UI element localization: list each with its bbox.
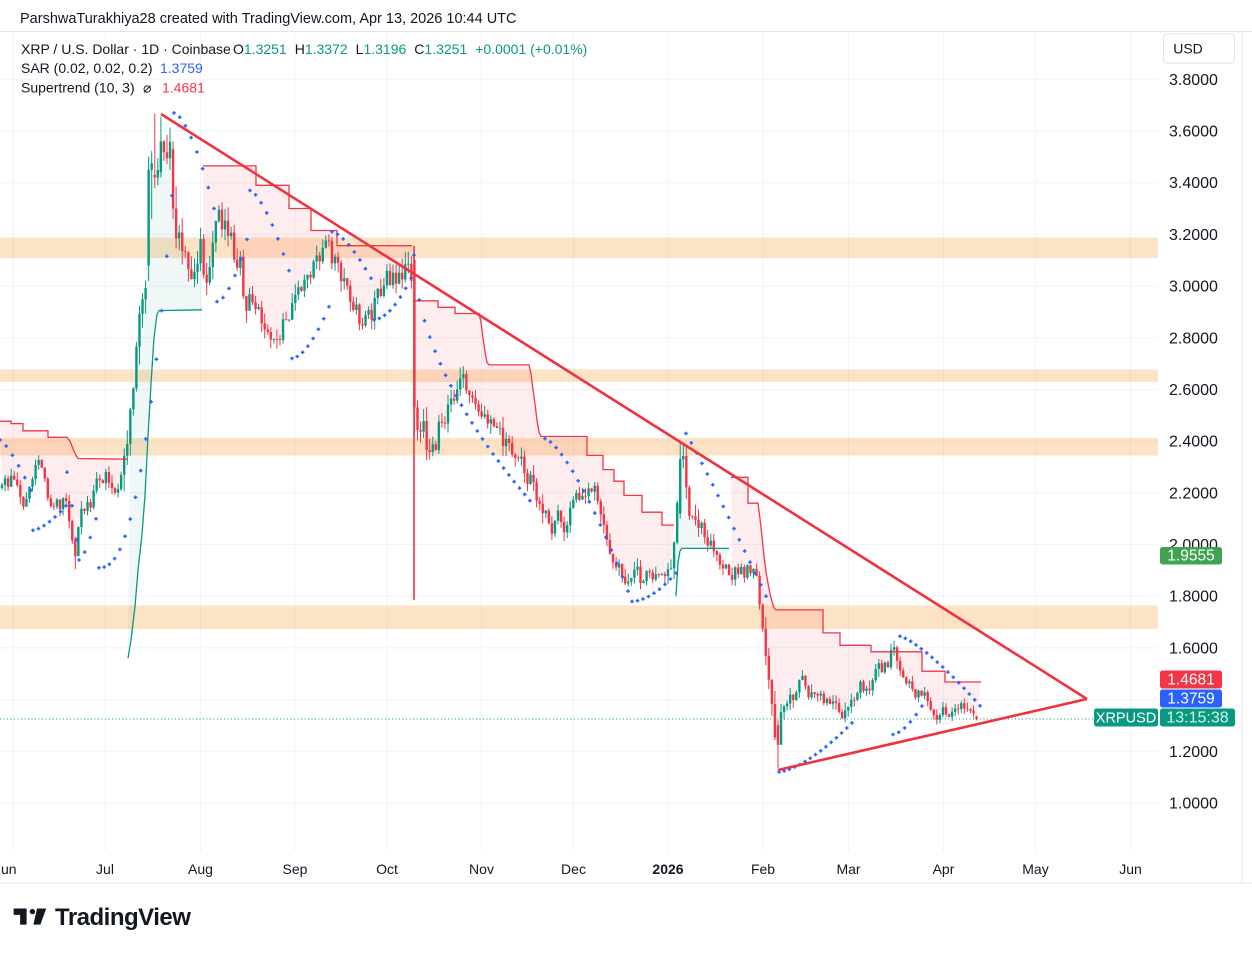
svg-text:Jun: Jun <box>1119 861 1142 877</box>
svg-text:2.6000: 2.6000 <box>1169 382 1218 399</box>
svg-text:3.4000: 3.4000 <box>1169 175 1218 192</box>
svg-text:⌀: ⌀ <box>143 80 151 96</box>
svg-text:1.3759: 1.3759 <box>1167 690 1214 707</box>
svg-text:XRPUSD: XRPUSD <box>1096 710 1156 726</box>
svg-text:13:15:38: 13:15:38 <box>1166 709 1228 726</box>
svg-text:un: un <box>1 861 17 877</box>
svg-text:USD: USD <box>1173 41 1203 57</box>
svg-text:1.0000: 1.0000 <box>1169 796 1218 813</box>
svg-text:2.4000: 2.4000 <box>1169 434 1218 451</box>
svg-text:ParshwaTurakhiya28 created wit: ParshwaTurakhiya28 created with TradingV… <box>20 11 517 27</box>
svg-text:Supertrend (10, 3): Supertrend (10, 3) <box>21 80 135 96</box>
svg-text:1.9555: 1.9555 <box>1167 548 1214 565</box>
svg-text:1.3759: 1.3759 <box>160 60 203 76</box>
svg-text:Jul: Jul <box>96 861 114 877</box>
svg-text:TradingView: TradingView <box>55 904 191 931</box>
svg-text:2.8000: 2.8000 <box>1169 330 1218 347</box>
svg-text:1.2000: 1.2000 <box>1169 744 1218 761</box>
svg-text:May: May <box>1022 861 1048 877</box>
svg-text:3.6000: 3.6000 <box>1169 124 1218 141</box>
svg-text:Aug: Aug <box>188 861 213 877</box>
svg-text:SAR (0.02, 0.02, 0.2): SAR (0.02, 0.02, 0.2) <box>21 60 153 76</box>
svg-text:2026: 2026 <box>652 861 683 877</box>
svg-text:1.8000: 1.8000 <box>1169 589 1218 606</box>
svg-text:3.2000: 3.2000 <box>1169 227 1218 244</box>
svg-text:Sep: Sep <box>283 861 308 877</box>
svg-text:1.4681: 1.4681 <box>162 80 205 96</box>
svg-text:Dec: Dec <box>561 861 586 877</box>
svg-text:1.4681: 1.4681 <box>1167 671 1214 688</box>
svg-text:Apr: Apr <box>933 861 955 877</box>
svg-text:2.2000: 2.2000 <box>1169 485 1218 502</box>
svg-text:Nov: Nov <box>469 861 494 877</box>
svg-text:1.6000: 1.6000 <box>1169 640 1218 657</box>
svg-text:XRP / U.S. Dollar · 1D · Coinb: XRP / U.S. Dollar · 1D · Coinbase <box>21 41 231 57</box>
svg-text:Mar: Mar <box>836 861 860 877</box>
svg-text:3.8000: 3.8000 <box>1169 72 1218 89</box>
svg-text:Oct: Oct <box>376 861 398 877</box>
svg-text:Feb: Feb <box>751 861 775 877</box>
svg-text:3.0000: 3.0000 <box>1169 279 1218 296</box>
